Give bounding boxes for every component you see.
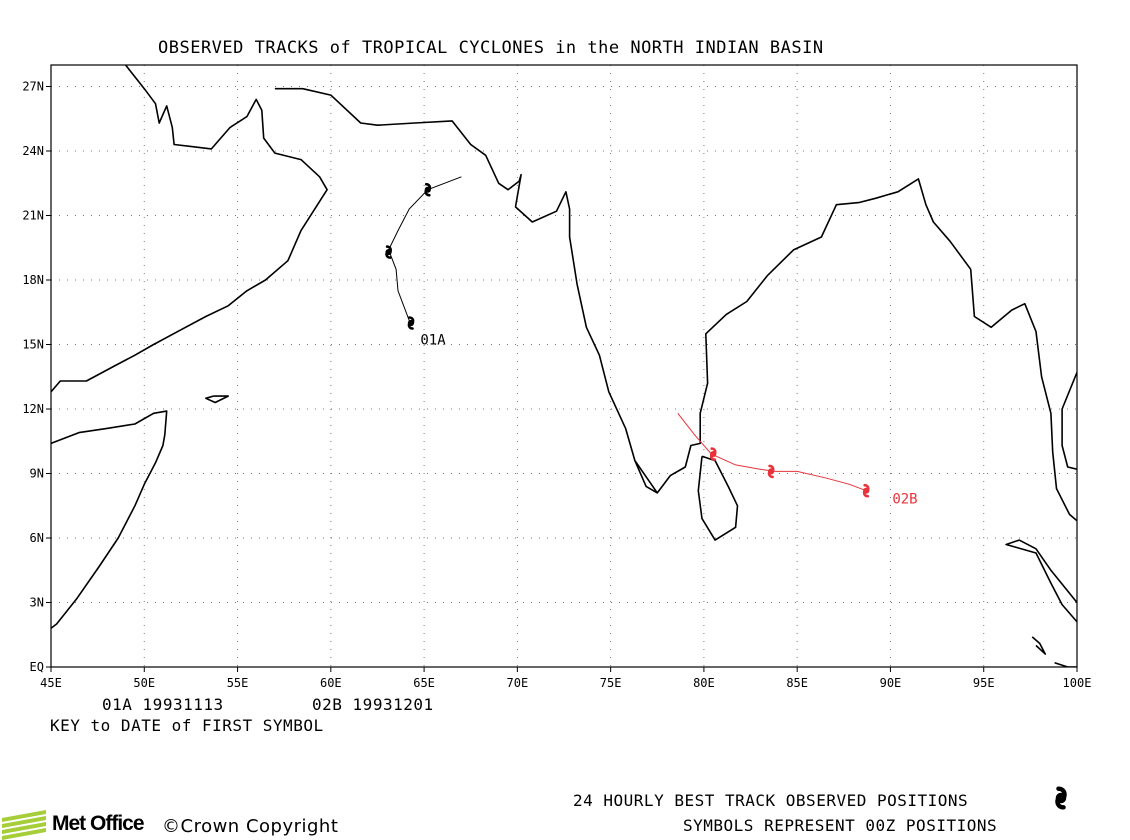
key-storm-01a: 01A 19931113 <box>102 695 224 714</box>
cyclone-symbol-icon <box>709 447 718 461</box>
y-tick-label: 27N <box>22 80 44 94</box>
x-tick-label: 60E <box>320 676 342 690</box>
y-tick-label: 21N <box>22 209 44 223</box>
x-tick-label: 45E <box>40 676 62 690</box>
coastline-segment <box>1031 636 1047 655</box>
coastline-segment <box>697 455 739 541</box>
y-tick-label: 24N <box>22 144 44 158</box>
storm-tracks: 01A 02B <box>384 176 918 508</box>
x-tick-label: 80E <box>693 676 715 690</box>
met-office-brand: Met Office <box>52 812 145 835</box>
y-tick-label: 18N <box>22 273 44 287</box>
crown-copyright: ©Crown Copyright <box>162 816 339 837</box>
x-tick-label: 95E <box>973 676 995 690</box>
axis-ticks: 45E 50E 55E 60E 65E 70E 75E 80E 85E 90E 95E 100E EQ 3… <box>22 80 1091 691</box>
x-tick-label: 100E <box>1063 676 1092 690</box>
x-tick-label: 65E <box>413 676 435 690</box>
storm-label-01a: 01A <box>420 333 446 349</box>
storm-label-02b: 02B <box>892 492 917 508</box>
met-office-logo-icon <box>2 810 46 840</box>
coastline-segment <box>51 410 168 629</box>
x-tick-label: 90E <box>880 676 902 690</box>
coastline-segment <box>634 178 1077 522</box>
coastline-segment <box>51 65 328 393</box>
y-tick-label: 3N <box>30 596 44 610</box>
y-tick-label: EQ <box>30 660 44 674</box>
key-storm-02b: 02B 19931201 <box>312 695 434 714</box>
x-tick-label: 85E <box>786 676 808 690</box>
y-tick-label: 12N <box>22 402 44 416</box>
y-tick-label: 9N <box>30 467 44 481</box>
x-tick-label: 70E <box>507 676 529 690</box>
coastline-segment <box>205 395 229 404</box>
track-01a <box>388 176 462 326</box>
map-grid <box>51 65 1077 667</box>
y-tick-label: 6N <box>30 531 44 545</box>
coastline-segment <box>1061 372 1077 470</box>
x-tick-label: 75E <box>600 676 622 690</box>
x-tick-label: 55E <box>227 676 249 690</box>
coastline-segment <box>1005 539 1077 624</box>
cyclone-symbol-icon <box>767 464 775 479</box>
coastline-segment <box>1054 661 1077 667</box>
footer-symbols-note: SYMBOLS REPRESENT 00Z POSITIONS <box>683 816 998 835</box>
key-note: KEY to DATE of FIRST SYMBOL <box>50 716 324 735</box>
cyclone-symbol-icon <box>862 483 871 498</box>
y-tick-label: 15N <box>22 338 44 352</box>
coastlines <box>51 65 1077 667</box>
coastline-segment <box>274 87 658 494</box>
plot-frame <box>50 64 1078 668</box>
x-tick-label: 50E <box>133 676 155 690</box>
legend-cyclone-symbol-icon <box>1057 789 1066 808</box>
cyclone-symbol-icon <box>423 182 432 197</box>
map-title: OBSERVED TRACKS of TROPICAL CYCLONES in … <box>158 38 824 58</box>
footer-best-track-note: 24 HOURLY BEST TRACK OBSERVED POSITIONS <box>573 791 969 810</box>
track-02b <box>677 412 867 492</box>
